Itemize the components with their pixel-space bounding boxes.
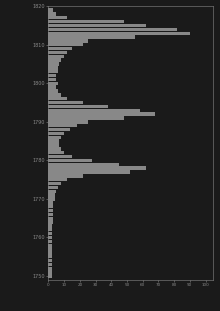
Bar <box>48 47 72 50</box>
Bar <box>48 143 59 147</box>
Bar <box>48 213 53 216</box>
Bar <box>48 105 108 108</box>
Bar <box>48 109 139 112</box>
Bar <box>48 74 56 77</box>
Bar <box>48 259 51 262</box>
Bar <box>48 120 88 123</box>
Bar <box>48 12 56 16</box>
Bar <box>48 166 146 170</box>
Bar <box>48 66 58 70</box>
Bar <box>48 116 124 120</box>
Bar <box>48 132 64 135</box>
Bar <box>48 201 53 205</box>
Bar <box>48 274 51 278</box>
Bar <box>48 267 51 270</box>
Bar <box>48 70 58 73</box>
Bar <box>48 20 124 23</box>
Bar <box>48 93 61 97</box>
Bar <box>48 228 51 231</box>
Bar <box>48 209 53 212</box>
Bar <box>48 101 83 104</box>
Bar <box>48 170 130 174</box>
Bar <box>48 232 51 235</box>
Bar <box>48 28 177 31</box>
Bar <box>48 178 67 181</box>
Bar <box>48 263 51 266</box>
Bar <box>48 155 72 158</box>
Bar <box>48 35 135 39</box>
Bar <box>48 51 67 54</box>
Bar <box>48 182 61 185</box>
Bar <box>48 24 146 27</box>
Bar <box>48 271 51 274</box>
Bar <box>48 186 58 189</box>
Bar <box>48 174 83 178</box>
Bar <box>48 244 51 247</box>
Bar <box>48 8 53 12</box>
Bar <box>48 89 58 93</box>
Bar <box>48 247 51 251</box>
Bar <box>48 124 77 128</box>
Bar <box>48 81 58 85</box>
Bar <box>48 39 88 43</box>
Bar <box>48 136 61 139</box>
Bar <box>48 216 53 220</box>
Bar <box>48 16 67 20</box>
Bar <box>48 151 64 154</box>
Bar <box>48 220 53 224</box>
Bar <box>48 62 59 66</box>
Bar <box>48 147 61 151</box>
Bar <box>48 113 155 116</box>
Bar <box>48 236 51 239</box>
Bar <box>48 197 55 201</box>
Bar <box>48 224 51 228</box>
Bar <box>48 193 55 197</box>
Bar <box>48 58 61 62</box>
Bar <box>48 78 56 81</box>
Bar <box>48 163 119 166</box>
Bar <box>48 205 53 208</box>
Bar <box>48 31 190 35</box>
Bar <box>48 251 51 255</box>
Bar <box>48 240 51 243</box>
Bar <box>48 97 67 100</box>
Bar <box>48 159 92 162</box>
Bar <box>48 189 56 193</box>
Bar <box>48 128 70 131</box>
Bar <box>48 139 59 143</box>
Bar <box>48 255 51 258</box>
Bar <box>48 43 83 46</box>
Bar <box>48 86 56 89</box>
Bar <box>48 55 64 58</box>
